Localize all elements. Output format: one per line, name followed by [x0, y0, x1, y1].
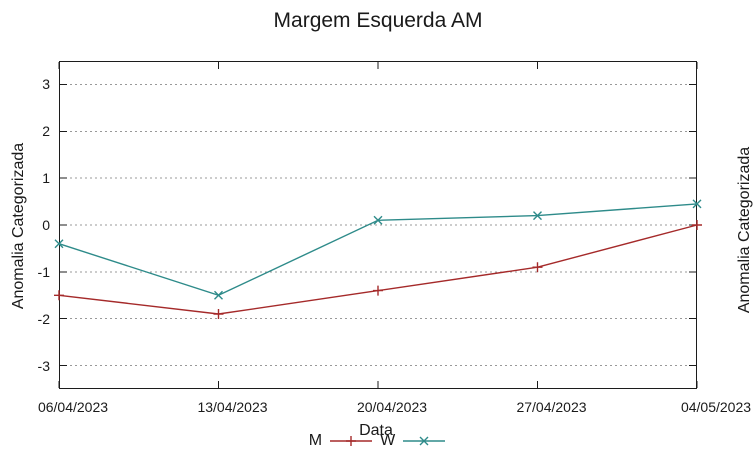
y-tick-label: 1 — [42, 170, 50, 187]
x-axis-label: Data — [359, 422, 393, 439]
legend-series-label: M — [308, 432, 323, 449]
x-tick-label: 04/05/2023 — [680, 399, 752, 415]
legend-key-sample-w — [403, 436, 446, 446]
y-tick-label: -1 — [37, 263, 50, 280]
adjacent-chart-y-axis-label: Anomalia Categorizada — [736, 146, 753, 314]
plot-area — [54, 61, 702, 389]
legend-series-label: W — [380, 432, 396, 449]
x-tick-label: 20/04/2023 — [356, 399, 428, 415]
x-tick-label: 13/04/2023 — [197, 399, 268, 415]
y-tick-label: 3 — [42, 76, 50, 93]
y-tick-label: -3 — [37, 357, 50, 374]
chart-title: Margem Esquerda AM — [273, 9, 483, 32]
x-tick-label: 27/04/2023 — [516, 399, 587, 415]
y-tick-label: 0 — [42, 217, 50, 233]
x-tick-label: 06/04/2023 — [37, 399, 109, 415]
legend-key-sample-m — [330, 436, 373, 446]
y-tick-label: -2 — [37, 310, 50, 327]
y-tick-label: 2 — [42, 123, 50, 140]
